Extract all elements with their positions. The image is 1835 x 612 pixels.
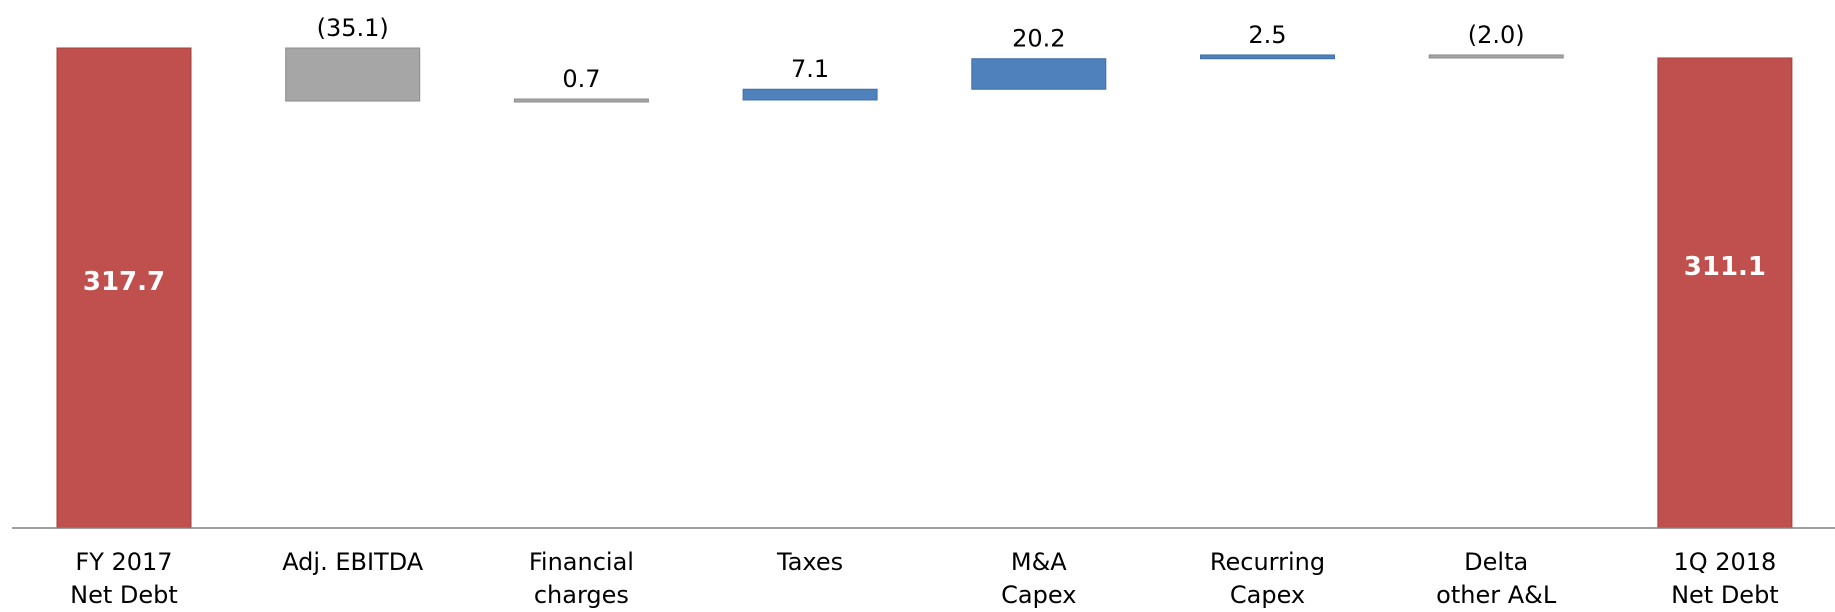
- bar-0: [56, 47, 192, 529]
- category-label-line: 1Q 2018: [1673, 548, 1776, 576]
- category-label-2: Financial charges: [529, 548, 634, 609]
- category-label-line: other A&L: [1436, 581, 1557, 609]
- category-label-line: charges: [534, 581, 629, 609]
- category-label-3: Taxes: [776, 548, 843, 576]
- data-label-3: 7.1: [791, 55, 829, 83]
- bar-6: [1428, 54, 1564, 59]
- data-label-5: 2.5: [1248, 21, 1286, 49]
- data-label-2: 0.7: [562, 65, 600, 93]
- data-label-6: (2.0): [1468, 21, 1525, 49]
- category-label-line: M&A: [1011, 548, 1067, 576]
- bar-3: [742, 88, 878, 101]
- bar-4: [971, 58, 1107, 90]
- category-label-line: Delta: [1464, 548, 1528, 576]
- category-label-line: Financial: [529, 548, 634, 576]
- category-label-line: FY 2017: [75, 548, 172, 576]
- data-label-4: 20.2: [1012, 25, 1065, 53]
- category-label-5: Recurring Capex: [1210, 548, 1325, 609]
- bar-2: [513, 98, 649, 103]
- category-labels-layer: FY 2017 Net Debt Adj. EBITDA Financial charg…: [70, 548, 1779, 609]
- category-label-line: Capex: [1230, 581, 1305, 609]
- bar-7: [1657, 57, 1793, 529]
- category-label-line: Capex: [1001, 581, 1076, 609]
- category-label-7: 1Q 2018 Net Debt: [1671, 548, 1779, 609]
- data-label-0: 317.7: [83, 267, 165, 297]
- category-label-line: Adj. EBITDA: [282, 548, 424, 576]
- value-labels-layer: 317.7 (35.1) 0.7 7.1 20.2 2.5 (2.0) 311.1: [83, 14, 1766, 297]
- category-label-0: FY 2017 Net Debt: [70, 548, 178, 609]
- category-label-line: Net Debt: [70, 581, 178, 609]
- category-label-6: Delta other A&L: [1436, 548, 1557, 609]
- category-label-4: M&A Capex: [1001, 548, 1076, 609]
- data-label-1: (35.1): [317, 14, 389, 42]
- data-label-7: 311.1: [1684, 252, 1766, 282]
- category-label-1: Adj. EBITDA: [282, 548, 424, 576]
- category-label-line: Recurring: [1210, 548, 1325, 576]
- bar-5: [1200, 54, 1335, 60]
- category-label-line: Taxes: [776, 548, 843, 576]
- bar-1: [285, 47, 421, 102]
- category-label-line: Net Debt: [1671, 581, 1779, 609]
- bars-layer: [56, 47, 1793, 529]
